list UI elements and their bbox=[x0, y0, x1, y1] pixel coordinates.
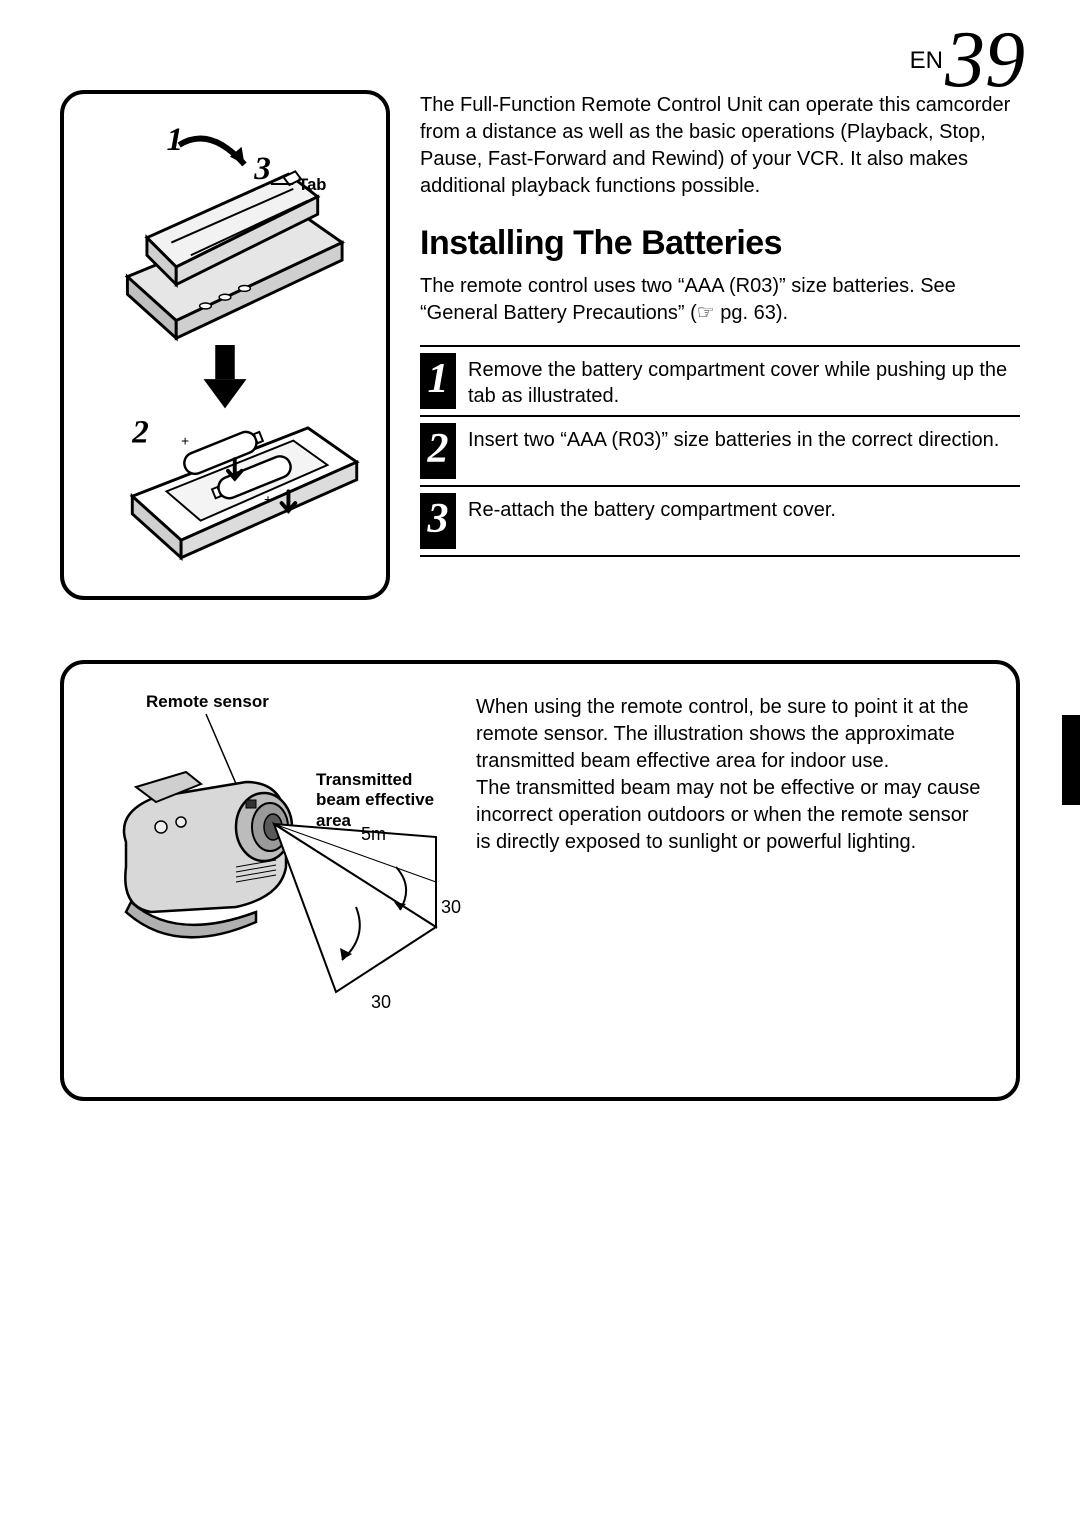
section-title: Installing The Batteries bbox=[420, 224, 1020, 263]
figure-step-2: 2 bbox=[131, 414, 149, 451]
beam-angle-top-label: 30 bbox=[441, 897, 461, 918]
sensor-info-text: When using the remote control, be sure t… bbox=[476, 692, 984, 1037]
figure-step-1: 1 bbox=[166, 121, 183, 158]
step-text: Insert two “AAA (R03)” size batteries in… bbox=[468, 423, 999, 453]
battery-install-svg: 1 3 Tab bbox=[64, 94, 386, 596]
intro-paragraph: The Full-Function Remote Control Unit ca… bbox=[420, 92, 1020, 200]
sensor-info-box: Remote sensor Transmitted beam effective… bbox=[60, 660, 1020, 1101]
steps-list: 1 Remove the battery compartment cover w… bbox=[420, 345, 1020, 557]
step-number-badge: 3 bbox=[420, 493, 456, 549]
page-language: EN bbox=[910, 47, 943, 74]
step-row: 1 Remove the battery compartment cover w… bbox=[420, 347, 1020, 417]
figure-step-3: 3 bbox=[253, 150, 271, 187]
step-number-badge: 1 bbox=[420, 353, 456, 409]
svg-text:+: + bbox=[264, 492, 272, 507]
remote-sensor-label: Remote sensor bbox=[146, 692, 269, 712]
beam-effective-label: Transmitted beam effective area bbox=[316, 770, 456, 831]
camcorder-beam-figure: Remote sensor Transmitted beam effective… bbox=[96, 692, 456, 1037]
page-header: EN39 bbox=[910, 20, 1025, 100]
battery-install-figure: 1 3 Tab bbox=[60, 90, 390, 600]
step-row: 2 Insert two “AAA (R03)” size batteries … bbox=[420, 417, 1020, 487]
beam-angle-bottom-label: 30 bbox=[371, 992, 391, 1013]
figure-tab-label: Tab bbox=[298, 175, 326, 194]
section-edge-tab bbox=[1062, 715, 1080, 805]
step-text: Remove the battery compartment cover whi… bbox=[468, 353, 1020, 409]
step-number-badge: 2 bbox=[420, 423, 456, 479]
beam-distance-label: 5m bbox=[361, 824, 386, 845]
sensor-info-body: When using the remote control, be sure t… bbox=[476, 696, 980, 853]
page-number: 39 bbox=[945, 16, 1025, 104]
svg-text:+: + bbox=[181, 434, 189, 449]
step-text: Re-attach the battery compartment cover. bbox=[468, 493, 836, 523]
section-subtext: The remote control uses two “AAA (R03)” … bbox=[420, 273, 1020, 327]
step-row: 3 Re-attach the battery compartment cove… bbox=[420, 487, 1020, 557]
camcorder-beam-svg bbox=[96, 692, 456, 1032]
